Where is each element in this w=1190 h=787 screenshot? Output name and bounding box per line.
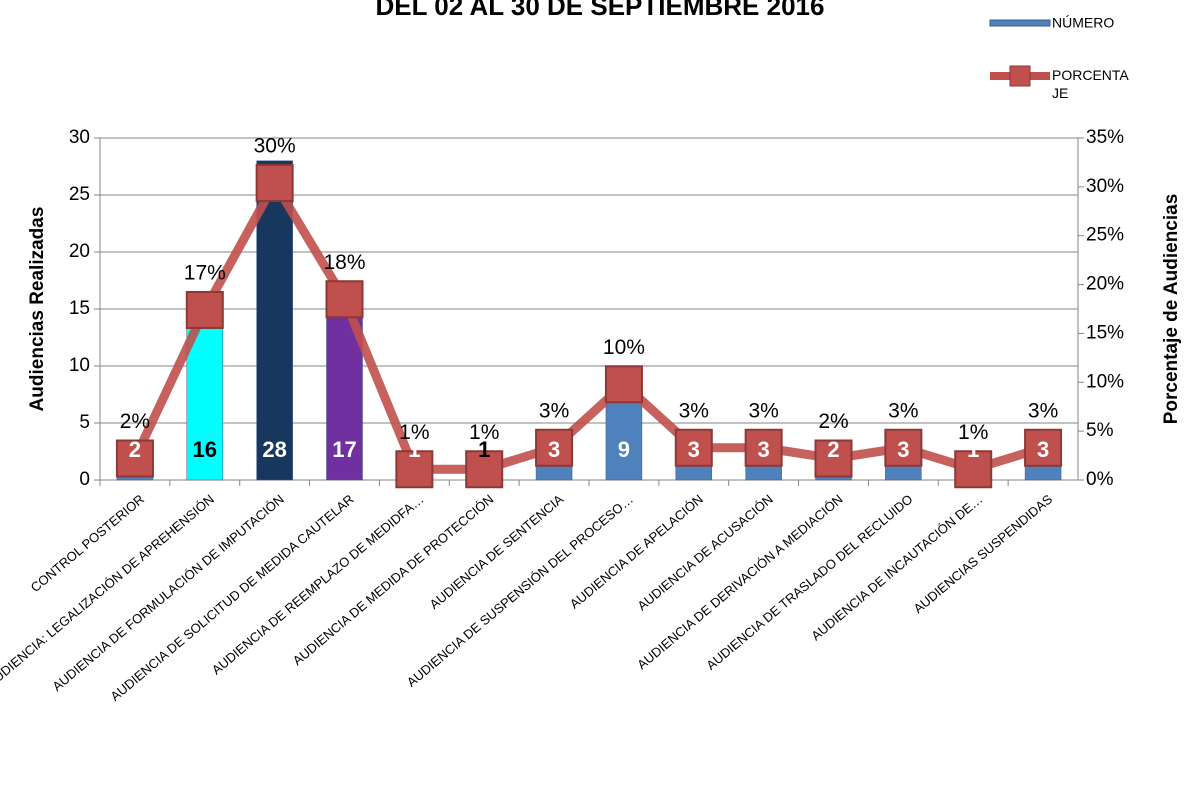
y-tick-label: 15 (69, 298, 90, 319)
x-tick-label: AUDIENCIA DE SENTENCIA (427, 491, 567, 612)
bar-value-label: 16 (193, 437, 217, 462)
y-tick-label: 5 (79, 412, 90, 433)
y-tick-label: 10 (69, 355, 90, 376)
y2-tick-label: 5% (1086, 420, 1114, 441)
line-value-label: 30% (254, 134, 296, 157)
line-value-label: 18% (323, 251, 365, 274)
y2-tick-label: 10% (1086, 371, 1124, 392)
line-value-label: 2% (818, 410, 848, 433)
line-value-label: 2% (120, 410, 150, 433)
y2-tick-label: 35% (1086, 127, 1124, 148)
line-marker (465, 450, 504, 489)
legend-swatch (1009, 65, 1031, 87)
line-value-label: 3% (888, 399, 918, 422)
legend-label: NÚMERO (1052, 15, 1114, 31)
line-marker (674, 428, 713, 467)
y2-axis-title: Porcentaje de Audiencias (1161, 194, 1182, 425)
line-marker (814, 439, 853, 478)
legend-swatch (989, 19, 1051, 27)
y-tick-label: 20 (69, 241, 90, 262)
bar-value-label: 1 (967, 437, 979, 462)
line-marker (395, 450, 434, 489)
x-tick-label: CONTROL POSTERIOR (28, 491, 147, 595)
line-marker (185, 290, 224, 329)
line-marker (325, 280, 364, 319)
line-marker (115, 439, 154, 478)
line-value-label: 10% (603, 336, 645, 359)
line-value-label: 1% (469, 421, 499, 444)
line-value-label: 3% (539, 399, 569, 422)
x-tick-label: AUDIENCIA DE FORMULACIÓN DE IMPUTACIÓN (49, 491, 286, 694)
legend: NÚMERO PORCENTAJE (989, 15, 1129, 101)
y2-tick-label: 15% (1086, 322, 1124, 343)
bar-value-label: 17 (332, 437, 356, 462)
y2-tick-label: 25% (1086, 225, 1124, 246)
line-value-label: 3% (679, 399, 709, 422)
bar-value-label: 3 (897, 437, 909, 462)
x-tick-label: AUDIENCIA DE SOLICITUD DE MEDIDA CAUTELA… (107, 491, 356, 704)
line-value-label: 1% (958, 421, 988, 444)
bar-value-label: 3 (548, 437, 560, 462)
bar-value-label: 9 (618, 437, 630, 462)
line-marker (1024, 428, 1063, 467)
bar-value-label: 3 (1037, 437, 1049, 462)
line-marker (744, 428, 783, 467)
line-marker (255, 163, 294, 202)
bar-value-label: 2 (827, 437, 839, 462)
bar-value-label: 28 (262, 437, 286, 462)
line-marker (884, 428, 923, 467)
x-tick-label: AUDIENCIAS SUSPENDIDAS (911, 491, 1056, 616)
bar-value-label: 3 (688, 437, 700, 462)
y-tick-label: 30 (69, 127, 90, 148)
line-marker (604, 365, 643, 404)
line-marker (535, 428, 574, 467)
y-tick-label: 25 (69, 184, 90, 205)
y-tick-label: 0 (79, 469, 90, 490)
bar-value-label: 3 (758, 437, 770, 462)
y2-tick-label: 0% (1086, 469, 1114, 490)
bar-value-label: 1 (478, 437, 490, 462)
line-value-label: 17% (184, 262, 226, 285)
legend-label-box: PORCENTAJE (1052, 67, 1129, 101)
y-axis-title: Audiencias Realizadas (27, 207, 48, 412)
chart-title: DEL 02 AL 30 DE SEPTIEMBRE 2016 (376, 0, 825, 21)
line-value-label: 3% (748, 399, 778, 422)
y2-tick-label: 30% (1086, 176, 1124, 197)
bar-value-label: 2 (129, 437, 141, 462)
x-tick-label: AUDIENCIA DE APELACIÓN (567, 491, 706, 611)
bar-value-label: 1 (408, 437, 420, 462)
line-marker (954, 450, 993, 489)
y2-tick-label: 20% (1086, 274, 1124, 295)
legend-label: PORCENTAJE (1052, 67, 1129, 101)
line-value-label: 1% (399, 421, 429, 444)
x-tick-label: AUDIENCIA DE ACUSACIÓN (634, 491, 775, 613)
line-value-label: 3% (1028, 399, 1058, 422)
